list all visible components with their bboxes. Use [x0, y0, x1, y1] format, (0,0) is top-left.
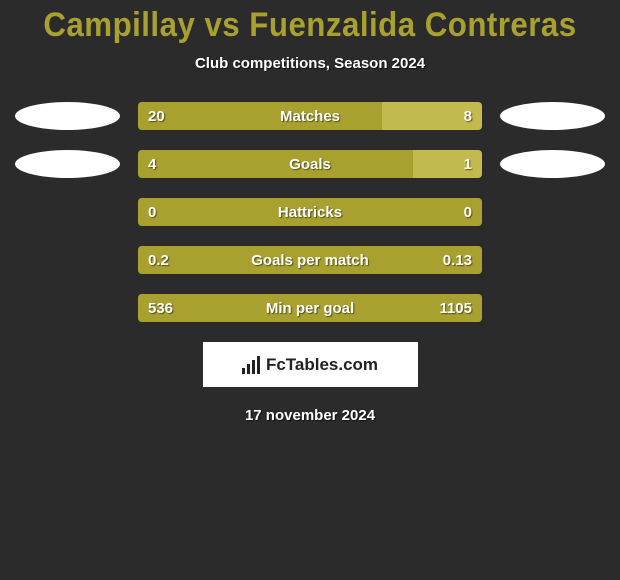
page-title: Campillay vs Fuenzalida Contreras — [25, 6, 595, 45]
stat-label: Goals per match — [138, 246, 482, 274]
footer-logo-text: FcTables.com — [266, 355, 378, 375]
player-left-ellipse — [15, 102, 120, 130]
stat-right-value: 1 — [464, 150, 472, 178]
subtitle: Club competitions, Season 2024 — [0, 55, 620, 72]
infographic-container: Campillay vs Fuenzalida Contreras Club c… — [0, 0, 620, 424]
player-right-ellipse — [500, 102, 605, 130]
stat-bar: 0.2Goals per match0.13 — [138, 246, 482, 274]
stat-bar: 20Matches8 — [138, 102, 482, 130]
spacer — [15, 198, 120, 226]
player-right-ellipse — [500, 150, 605, 178]
stat-row: 0.2Goals per match0.13 — [0, 246, 620, 274]
stat-label: Min per goal — [138, 294, 482, 322]
stat-row: 20Matches8 — [0, 102, 620, 130]
spacer — [500, 294, 605, 322]
player-left-ellipse — [15, 150, 120, 178]
stat-bar: 536Min per goal1105 — [138, 294, 482, 322]
spacer — [15, 246, 120, 274]
stat-right-value: 0.13 — [443, 246, 472, 274]
stat-bar: 4Goals1 — [138, 150, 482, 178]
stat-right-value: 8 — [464, 102, 472, 130]
stat-label: Goals — [138, 150, 482, 178]
stat-row: 0Hattricks0 — [0, 198, 620, 226]
stat-label: Hattricks — [138, 198, 482, 226]
footer-date: 17 november 2024 — [0, 407, 620, 424]
stat-bar: 0Hattricks0 — [138, 198, 482, 226]
stat-row: 4Goals1 — [0, 150, 620, 178]
chart-icon — [242, 356, 260, 374]
stat-right-value: 0 — [464, 198, 472, 226]
stat-label: Matches — [138, 102, 482, 130]
stat-row: 536Min per goal1105 — [0, 294, 620, 322]
spacer — [500, 198, 605, 226]
spacer — [15, 294, 120, 322]
spacer — [500, 246, 605, 274]
footer-logo: FcTables.com — [203, 342, 418, 387]
stats-area: 20Matches8 4Goals1 0Hattricks0 0.2Goals per… — [0, 102, 620, 322]
stat-right-value: 1105 — [439, 294, 472, 322]
